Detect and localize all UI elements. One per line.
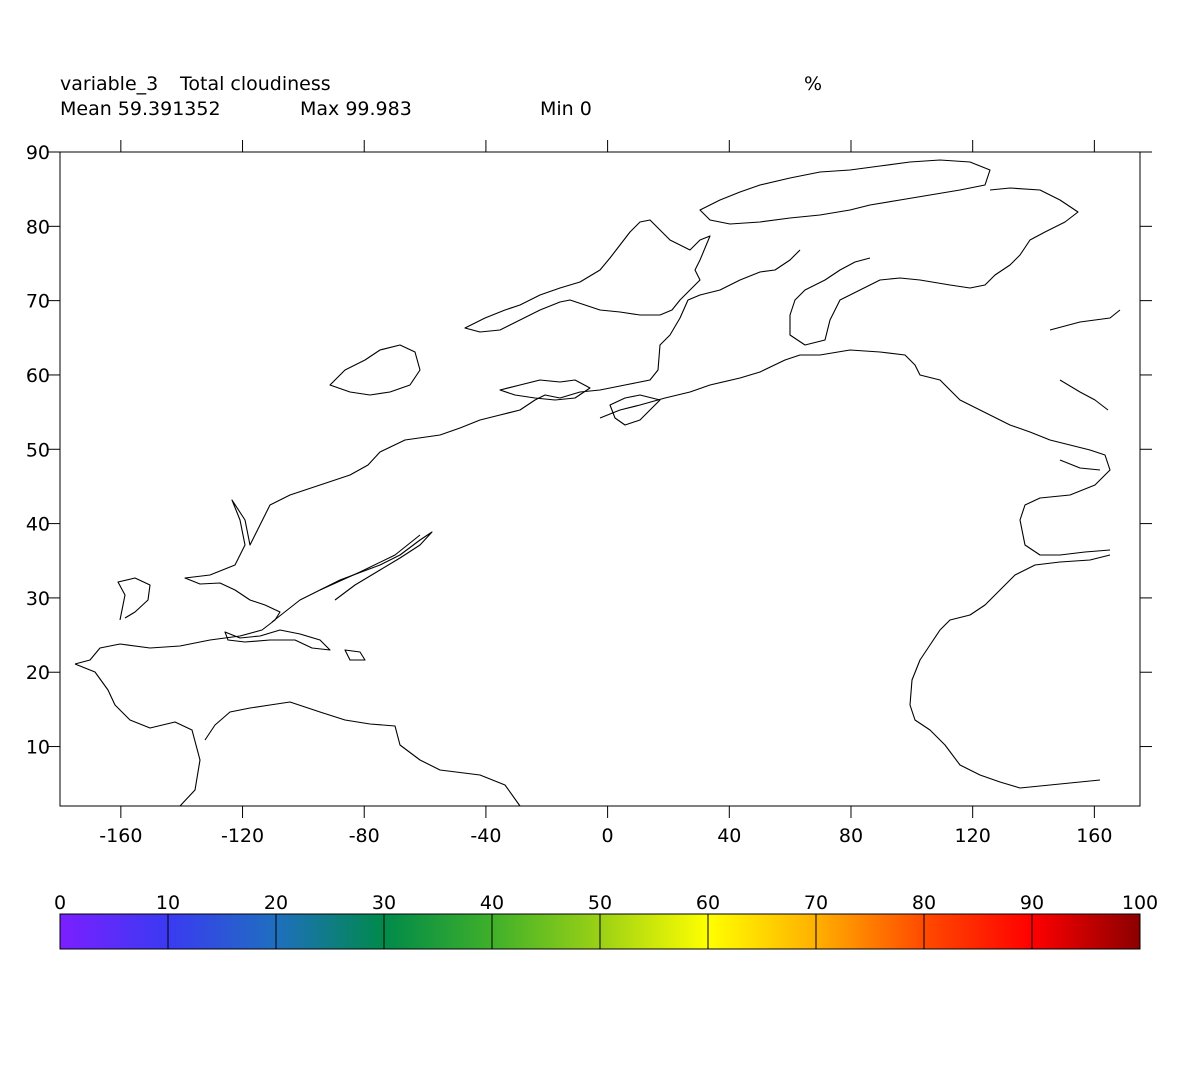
colorbar-tick-label: 30 xyxy=(372,892,396,914)
coastline-mid-atlantic-chain xyxy=(271,531,433,623)
coastline-europe-africa xyxy=(819,349,1111,556)
coastline-gulf-florida xyxy=(117,577,151,621)
plot-frame xyxy=(59,151,1141,807)
coastlines xyxy=(74,159,1121,807)
colorbar-ticks: 0 10 20 30 40 50 60 70 80 90 100 xyxy=(54,892,1158,949)
coastline-arctic-islands xyxy=(699,159,991,225)
x-tick-label: -80 xyxy=(349,825,380,847)
x-axis: -160 -120 -80 -40 0 40 80 120 160 xyxy=(99,140,1112,847)
y-tick-label: 90 xyxy=(26,142,50,164)
y-tick-label: 50 xyxy=(26,439,50,461)
x-tick-label: 160 xyxy=(1076,825,1112,847)
colorbar-tick-label: 80 xyxy=(912,892,936,914)
colorbar-tick-label: 40 xyxy=(480,892,504,914)
island-britain xyxy=(609,394,661,426)
colorbar-tick-label: 10 xyxy=(156,892,180,914)
coastline-eurasia-north xyxy=(789,187,1079,346)
colorbar-tick-label: 100 xyxy=(1122,892,1158,914)
y-tick-label: 10 xyxy=(26,737,50,759)
island-hispaniola xyxy=(344,649,366,661)
coastline-labrador xyxy=(329,344,421,396)
coastline-east-asia xyxy=(1049,309,1121,471)
colorbar-tick-label: 60 xyxy=(696,892,720,914)
min-stat: Min 0 xyxy=(540,98,592,120)
colorbar-tick-label: 20 xyxy=(264,892,288,914)
x-tick-label: 40 xyxy=(717,825,741,847)
x-tick-label: -160 xyxy=(99,825,142,847)
x-tick-label: -40 xyxy=(470,825,501,847)
y-tick-label: 30 xyxy=(26,588,50,610)
y-tick-label: 70 xyxy=(26,291,50,313)
coastline-norwegian-sea xyxy=(599,354,820,419)
y-tick-label: 40 xyxy=(26,514,50,536)
coastline-south-america-north xyxy=(204,701,521,807)
x-tick-label: -120 xyxy=(221,825,264,847)
x-tick-label: 80 xyxy=(839,825,863,847)
x-tick-label: 0 xyxy=(602,825,614,847)
variable-long-name: Total cloudiness xyxy=(180,73,331,95)
coastline-mexico-central-america xyxy=(74,663,201,807)
max-stat: Max 99.983 xyxy=(300,98,412,120)
y-tick-label: 80 xyxy=(26,216,50,238)
colorbar-tick-label: 50 xyxy=(588,892,612,914)
colorbar-tick-label: 0 xyxy=(54,892,66,914)
coastline-greenland xyxy=(464,219,711,333)
mean-stat: Mean 59.391352 xyxy=(60,98,221,120)
colorbar-tick-label: 70 xyxy=(804,892,828,914)
colorbar-tick-label: 90 xyxy=(1020,892,1044,914)
coastline-azores-ridge xyxy=(319,534,421,591)
coastline-africa-west xyxy=(909,554,1111,789)
coastline-north-america xyxy=(74,249,801,665)
y-axis: 10 20 30 40 50 60 70 80 90 xyxy=(26,142,1152,759)
units-label: % xyxy=(804,73,823,95)
island-cuba xyxy=(224,629,331,651)
x-tick-label: 120 xyxy=(955,825,991,847)
variable-name: variable_3 xyxy=(60,73,159,95)
y-tick-label: 20 xyxy=(26,662,50,684)
island-iceland xyxy=(499,379,591,401)
y-tick-label: 60 xyxy=(26,365,50,387)
